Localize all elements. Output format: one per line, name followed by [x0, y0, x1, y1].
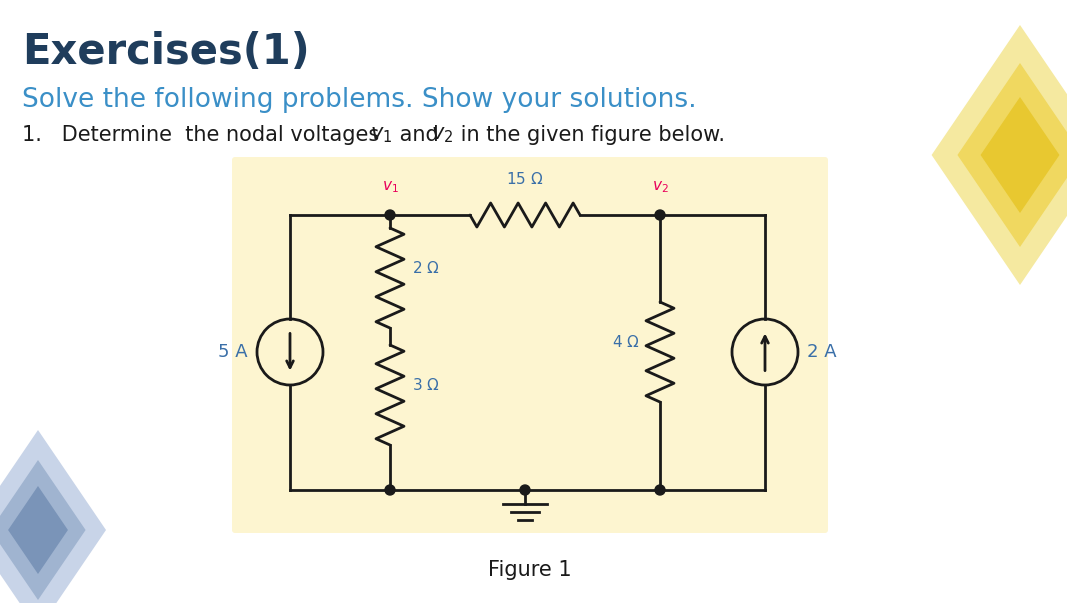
Polygon shape [931, 25, 1067, 285]
Text: Exercises(1): Exercises(1) [22, 31, 309, 73]
Text: Figure 1: Figure 1 [489, 560, 572, 580]
Text: $v_2$: $v_2$ [431, 125, 453, 145]
Circle shape [385, 210, 395, 220]
Polygon shape [9, 486, 68, 574]
Polygon shape [981, 97, 1060, 213]
Polygon shape [0, 460, 85, 600]
Text: $v_1$: $v_1$ [370, 125, 393, 145]
Text: in the given figure below.: in the given figure below. [453, 125, 724, 145]
Text: 15 $\Omega$: 15 $\Omega$ [507, 171, 544, 187]
Circle shape [520, 485, 530, 495]
Text: 5 A: 5 A [219, 343, 248, 361]
Polygon shape [0, 430, 106, 603]
Text: 4 $\Omega$: 4 $\Omega$ [612, 334, 640, 350]
Text: 2 A: 2 A [807, 343, 837, 361]
Text: 2 $\Omega$: 2 $\Omega$ [412, 260, 440, 276]
Text: 1.   Determine  the nodal voltages: 1. Determine the nodal voltages [22, 125, 386, 145]
Text: $v_1$: $v_1$ [382, 179, 398, 195]
Text: Solve the following problems. Show your solutions.: Solve the following problems. Show your … [22, 87, 697, 113]
Text: $v_2$: $v_2$ [652, 179, 668, 195]
Text: 3 $\Omega$: 3 $\Omega$ [412, 377, 440, 393]
FancyBboxPatch shape [232, 157, 828, 533]
Circle shape [655, 210, 665, 220]
Polygon shape [957, 63, 1067, 247]
Text: and: and [393, 125, 445, 145]
Circle shape [655, 485, 665, 495]
Circle shape [385, 485, 395, 495]
